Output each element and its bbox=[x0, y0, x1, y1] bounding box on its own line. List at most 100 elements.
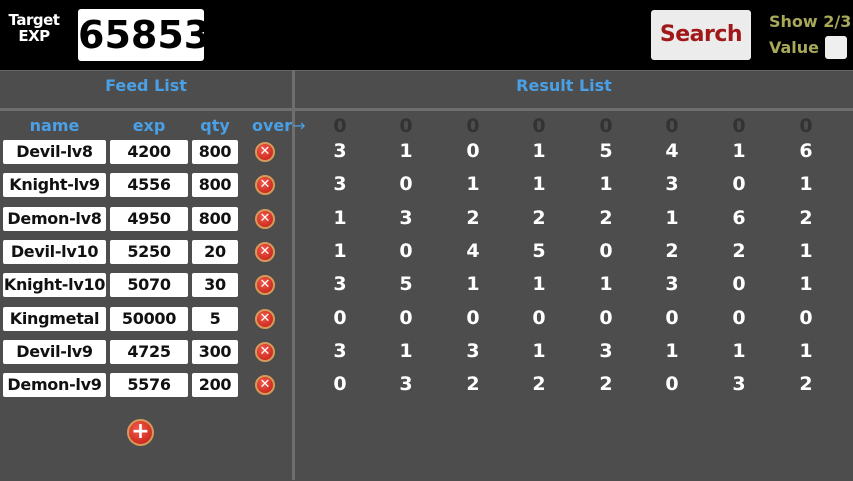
show-value-checkbox[interactable] bbox=[825, 36, 847, 59]
feed-name-input[interactable]: Devil-lv8 bbox=[3, 140, 106, 164]
feed-exp-input[interactable]: 4200 bbox=[110, 140, 188, 164]
delete-feed-button[interactable]: ✕ bbox=[255, 175, 275, 195]
result-cell: 0 bbox=[732, 307, 746, 329]
result-cell: 1 bbox=[333, 240, 347, 262]
over-count-cell: 0 bbox=[665, 115, 679, 137]
feed-qty-input[interactable]: 800 bbox=[192, 140, 238, 164]
result-cell: 0 bbox=[732, 173, 746, 195]
feed-exp-input[interactable]: 4950 bbox=[110, 207, 188, 231]
result-cell: 0 bbox=[466, 307, 480, 329]
feed-exp-input[interactable]: 4725 bbox=[110, 340, 188, 364]
column-header-exp: exp bbox=[132, 116, 166, 135]
result-cell: 2 bbox=[532, 207, 546, 229]
feed-exp-input[interactable]: 5250 bbox=[110, 240, 188, 264]
feed-name-input[interactable]: Knight-lv9 bbox=[3, 173, 106, 197]
feed-qty-input[interactable]: 20 bbox=[192, 240, 238, 264]
target-exp-label: Target EXP bbox=[4, 12, 64, 44]
result-cell: 2 bbox=[799, 373, 813, 395]
over-count-cell: 0 bbox=[532, 115, 546, 137]
result-cell: 0 bbox=[799, 307, 813, 329]
result-cell: 1 bbox=[732, 340, 746, 362]
result-cell: 0 bbox=[399, 307, 413, 329]
result-cell: 3 bbox=[665, 173, 679, 195]
column-header-name: name bbox=[29, 116, 80, 135]
feed-exp-input[interactable]: 4556 bbox=[110, 173, 188, 197]
feed-exp-input[interactable]: 50000 bbox=[110, 307, 188, 331]
delete-feed-button[interactable]: ✕ bbox=[255, 309, 275, 329]
over-count-cell: 0 bbox=[466, 115, 480, 137]
result-cell: 3 bbox=[732, 373, 746, 395]
result-cell: 1 bbox=[466, 173, 480, 195]
result-cell: 0 bbox=[399, 173, 413, 195]
result-cell: 5 bbox=[599, 140, 613, 162]
column-header-over: over→ bbox=[252, 116, 306, 135]
result-cell: 0 bbox=[466, 140, 480, 162]
result-cell: 1 bbox=[466, 273, 480, 295]
result-cell: 1 bbox=[799, 240, 813, 262]
result-cell: 0 bbox=[665, 307, 679, 329]
feed-name-input[interactable]: Devil-lv10 bbox=[3, 240, 106, 264]
result-cell: 1 bbox=[732, 140, 746, 162]
feed-qty-input[interactable]: 800 bbox=[192, 173, 238, 197]
result-cell: 5 bbox=[532, 240, 546, 262]
result-cell: 1 bbox=[599, 173, 613, 195]
column-divider bbox=[292, 70, 295, 480]
delete-feed-button[interactable]: ✕ bbox=[255, 209, 275, 229]
result-cell: 0 bbox=[333, 373, 347, 395]
over-count-cell: 0 bbox=[799, 115, 813, 137]
result-cell: 1 bbox=[399, 340, 413, 362]
target-exp-input[interactable] bbox=[78, 9, 204, 61]
delete-feed-button[interactable]: ✕ bbox=[255, 142, 275, 162]
result-cell: 1 bbox=[333, 207, 347, 229]
feed-name-input[interactable]: Demon-lv9 bbox=[3, 373, 106, 397]
plus-circle-icon: + bbox=[131, 419, 150, 444]
feed-qty-input[interactable]: 800 bbox=[192, 207, 238, 231]
result-cell: 1 bbox=[599, 273, 613, 295]
feed-name-input[interactable]: Knight-lv10 bbox=[3, 273, 106, 297]
show-value-label: Show 2/3 bbox=[769, 12, 852, 31]
add-feed-button[interactable]: + bbox=[127, 419, 154, 446]
result-cell: 3 bbox=[333, 273, 347, 295]
delete-feed-button[interactable]: ✕ bbox=[255, 275, 275, 295]
result-list-title: Result List bbox=[516, 76, 612, 95]
result-cell: 5 bbox=[399, 273, 413, 295]
delete-feed-button[interactable]: ✕ bbox=[255, 375, 275, 395]
feed-qty-input[interactable]: 200 bbox=[192, 373, 238, 397]
feed-list-title: Feed List bbox=[105, 76, 187, 95]
show-value-label-2: Value bbox=[769, 38, 820, 57]
result-cell: 2 bbox=[466, 373, 480, 395]
feed-exp-input[interactable]: 5576 bbox=[110, 373, 188, 397]
result-cell: 0 bbox=[665, 373, 679, 395]
target-label-line1: Target bbox=[8, 11, 60, 29]
result-cell: 1 bbox=[799, 173, 813, 195]
delete-feed-button[interactable]: ✕ bbox=[255, 342, 275, 362]
feed-name-input[interactable]: Kingmetal bbox=[3, 307, 106, 331]
result-cell: 0 bbox=[333, 307, 347, 329]
result-cell: 6 bbox=[732, 207, 746, 229]
result-cell: 2 bbox=[732, 240, 746, 262]
feed-name-input[interactable]: Devil-lv9 bbox=[3, 340, 106, 364]
over-count-cell: 0 bbox=[399, 115, 413, 137]
result-cell: 1 bbox=[665, 340, 679, 362]
feed-name-input[interactable]: Demon-lv8 bbox=[3, 207, 106, 231]
arrow-right-icon: → bbox=[292, 116, 306, 135]
result-cell: 2 bbox=[799, 207, 813, 229]
result-cell: 1 bbox=[532, 140, 546, 162]
result-cell: 3 bbox=[599, 340, 613, 362]
result-cell: 3 bbox=[399, 207, 413, 229]
feed-qty-input[interactable]: 30 bbox=[192, 273, 238, 297]
result-cell: 2 bbox=[466, 207, 480, 229]
over-count-cell: 0 bbox=[732, 115, 746, 137]
search-button[interactable]: Search bbox=[651, 10, 751, 60]
feed-qty-input[interactable]: 5 bbox=[192, 307, 238, 331]
result-cell: 1 bbox=[532, 273, 546, 295]
feed-exp-input[interactable]: 5070 bbox=[110, 273, 188, 297]
result-cell: 3 bbox=[333, 340, 347, 362]
over-count-cell: 0 bbox=[333, 115, 347, 137]
target-label-line2: EXP bbox=[18, 27, 50, 45]
result-cell: 1 bbox=[799, 340, 813, 362]
result-cell: 3 bbox=[333, 173, 347, 195]
header-divider bbox=[0, 108, 853, 111]
delete-feed-button[interactable]: ✕ bbox=[255, 242, 275, 262]
feed-qty-input[interactable]: 300 bbox=[192, 340, 238, 364]
